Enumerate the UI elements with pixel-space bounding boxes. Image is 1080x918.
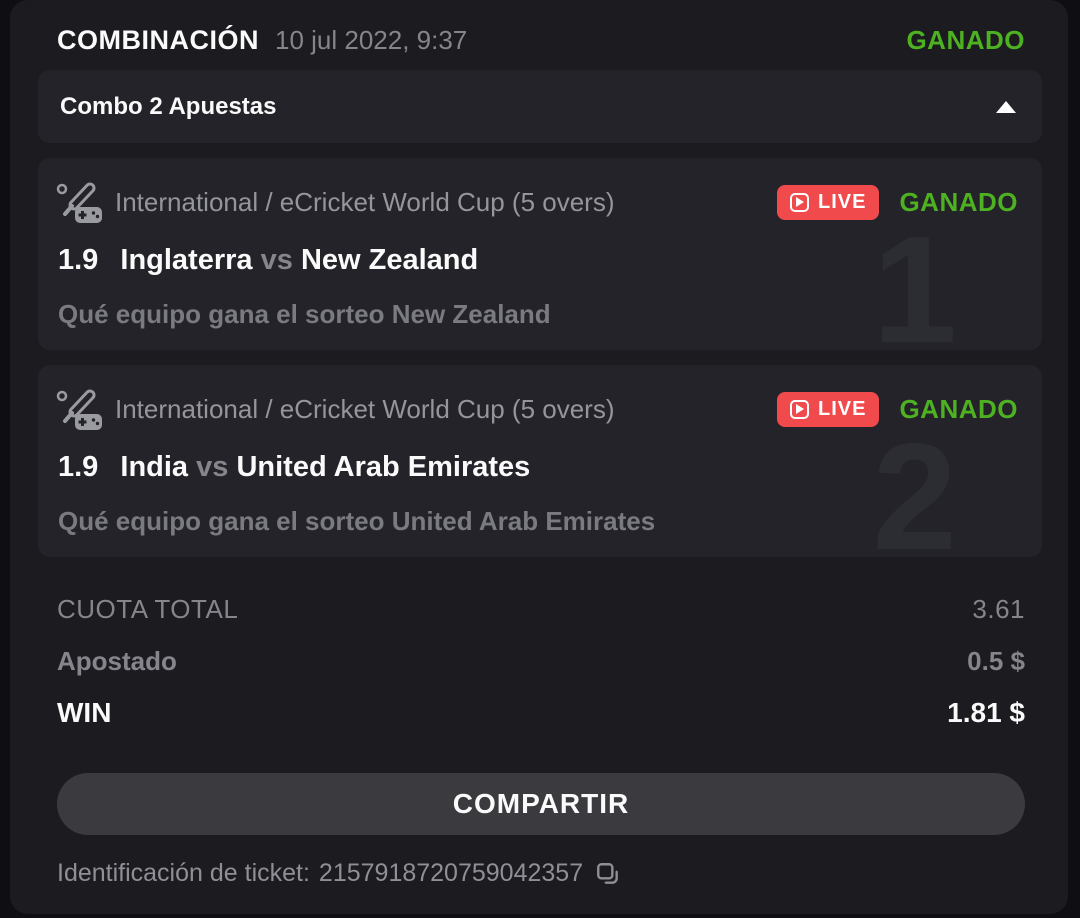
- ticket-id-row: Identificación de ticket: 21579187207590…: [57, 859, 1025, 888]
- play-icon: [789, 399, 809, 419]
- bet-odds: 1.9: [58, 451, 99, 483]
- bet-card-1: 1 International / eCricket World Cup (5 …: [38, 158, 1042, 350]
- share-button[interactable]: COMPARTIR: [57, 773, 1025, 835]
- market-selection-text: Qué equipo gana el sorteo New Zealand: [58, 299, 551, 329]
- ticket-header: COMBINACIÓN 10 jul 2022, 9:37 GANADO: [38, 0, 1042, 56]
- bet-odds: 1.9: [58, 244, 99, 276]
- live-label: LIVE: [817, 397, 867, 420]
- ticket-status-badge: GANADO: [906, 24, 1025, 55]
- ticket-id-value: 2157918720759042357: [318, 859, 584, 887]
- live-label: LIVE: [817, 190, 867, 213]
- bet-status-badge: GANADO: [899, 186, 1018, 217]
- combo-label: Combo 2 Apuestas: [60, 92, 277, 120]
- play-icon: [789, 192, 809, 212]
- matchup-line: 1.9 India vs United Arab Emirates: [58, 451, 1018, 484]
- vs-label: vs: [260, 244, 293, 276]
- bet-card-2: 2 International / eCricket World Cup (5 …: [38, 365, 1042, 557]
- win-row: WIN 1.81 $: [57, 687, 1025, 739]
- ticket-summary: CUOTA TOTAL 3.61 Apostado 0.5 $ WIN 1.81…: [38, 583, 1042, 739]
- league-name: International / eCricket World Cup (5 ov…: [115, 186, 615, 217]
- bet-league-row: International / eCricket World Cup (5 ov…: [55, 387, 1018, 431]
- bet-status-badge: GANADO: [899, 393, 1018, 424]
- league-name: International / eCricket World Cup (5 ov…: [115, 393, 615, 424]
- away-team: New Zealand: [300, 244, 479, 276]
- bet-league-row: International / eCricket World Cup (5 ov…: [55, 180, 1018, 224]
- total-odds-row: CUOTA TOTAL 3.61: [57, 583, 1025, 635]
- bet-number-watermark: 2: [872, 412, 957, 557]
- live-badge: LIVE: [776, 184, 880, 220]
- chevron-up-icon[interactable]: [996, 100, 1016, 113]
- total-odds-value: 3.61: [972, 593, 1025, 624]
- bet-status-group: LIVE GANADO: [776, 184, 1018, 220]
- stake-label: Apostado: [57, 645, 177, 676]
- away-team: United Arab Emirates: [236, 451, 531, 483]
- home-team: India: [120, 451, 189, 483]
- home-team: Inglaterra: [120, 244, 253, 276]
- copy-icon[interactable]: [595, 861, 621, 887]
- share-section: COMPARTIR Identificación de ticket: 2157…: [38, 773, 1042, 888]
- bet-status-group: LIVE GANADO: [776, 391, 1018, 427]
- vs-label: vs: [196, 451, 229, 483]
- stake-value: 0.5 $: [967, 645, 1025, 676]
- win-value: 1.81 $: [947, 697, 1025, 728]
- ecricket-sport-icon: [56, 389, 102, 430]
- market-selection-text: Qué equipo gana el sorteo United Arab Em…: [58, 506, 656, 536]
- live-badge: LIVE: [776, 391, 880, 427]
- bet-number-watermark: 1: [872, 205, 957, 350]
- ticket-date: 10 jul 2022, 9:37: [275, 24, 468, 55]
- combo-collapse-bar[interactable]: Combo 2 Apuestas: [38, 70, 1042, 143]
- total-odds-label: CUOTA TOTAL: [57, 593, 239, 624]
- stake-row: Apostado 0.5 $: [57, 635, 1025, 687]
- ecricket-sport-icon: [56, 182, 102, 223]
- win-label: WIN: [57, 697, 112, 728]
- ticket-id-label: Identificación de ticket:: [57, 859, 310, 887]
- bet-ticket-panel: COMBINACIÓN 10 jul 2022, 9:37 GANADO Com…: [10, 0, 1068, 914]
- ticket-type-title: COMBINACIÓN: [57, 24, 259, 55]
- matchup-line: 1.9 Inglaterra vs New Zealand: [58, 244, 1018, 277]
